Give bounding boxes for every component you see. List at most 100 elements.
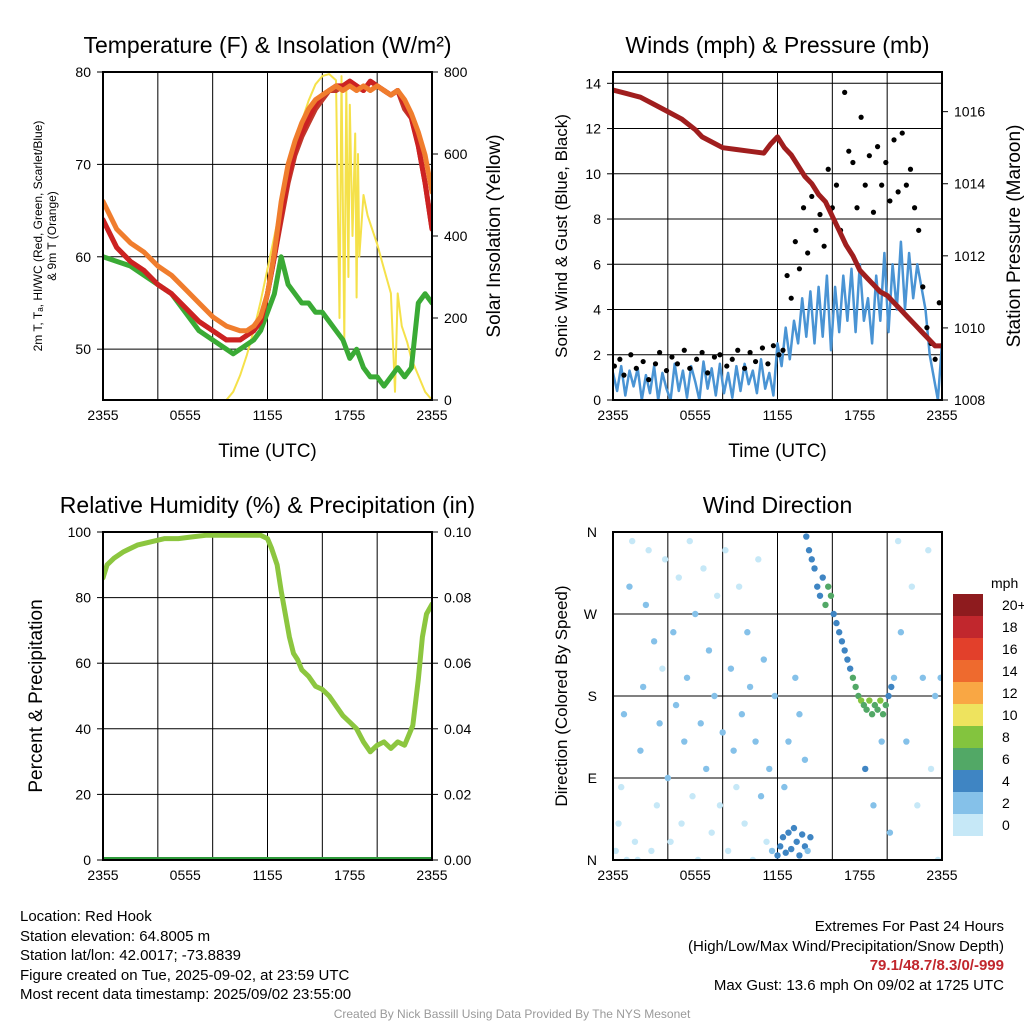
gust-point (784, 272, 790, 279)
plot-frame (102, 531, 433, 861)
direction-point (878, 738, 885, 745)
direction-point (811, 565, 818, 572)
y-tick-label: 14 (585, 75, 601, 91)
y-tick-label: 12 (585, 121, 601, 137)
legend-swatch (953, 726, 983, 748)
temperature-plot: 2355 0555 1155 1755 2355 Temperature (F) & In… (31, 32, 505, 462)
gust-point (674, 361, 681, 367)
legend-label: 8 (1002, 729, 1010, 745)
direction-point (713, 592, 721, 599)
direction-point (752, 738, 759, 745)
latlon-text: Station lat/lon: 42.0017; -73.8839 (20, 947, 242, 964)
y-tick-label: 8 (593, 211, 601, 227)
y2-tick-label: 1008 (954, 392, 985, 408)
gust-point (699, 349, 705, 356)
direction-point (626, 583, 633, 590)
y-axis-label: 2m T, Tₐ, HI/WC (Red, Green, Scarlet/Blu… (31, 121, 45, 352)
y-axis-label: Direction (Colored By Speed) (552, 585, 571, 806)
gust-point (628, 352, 634, 358)
x-tick-label: 2355 (87, 407, 118, 423)
gust-point (652, 361, 659, 367)
y-tick-label: N (587, 852, 597, 868)
direction-point (631, 838, 639, 845)
y2-tick-label: 1010 (954, 320, 985, 336)
y-axis-label: Sonic Wind & Gust (Blue, Black) (552, 114, 571, 358)
plot-frame (102, 71, 433, 401)
direction-point (796, 852, 803, 859)
extremes-info: Extremes For Past 24 Hours (High/Low/Max… (688, 917, 1004, 995)
gust-point (854, 205, 860, 211)
direction-point (670, 629, 677, 636)
direction-point (852, 683, 859, 691)
direction-point (882, 701, 889, 709)
y-tick-label: 20 (75, 786, 91, 802)
series-line (613, 240, 942, 400)
gust-point (788, 295, 794, 301)
direction-point (757, 793, 765, 800)
created-text: Figure created on Tue, 2025-09-02, at 23… (20, 966, 350, 984)
direction-point (681, 738, 688, 745)
gust-point (883, 159, 889, 166)
gust-point (924, 325, 930, 331)
direction-point (801, 756, 809, 763)
temperature-series (103, 73, 432, 400)
direction-point (838, 638, 846, 645)
gust-point (687, 365, 693, 371)
gust-point (850, 159, 856, 166)
gust-point (821, 243, 827, 249)
direction-point (678, 820, 685, 827)
direction-point (782, 849, 789, 856)
gust-point (776, 352, 782, 358)
gust-point (663, 367, 670, 374)
direction-point (620, 711, 628, 718)
direction-points (613, 533, 942, 860)
direction-point (779, 834, 787, 841)
direction-point (727, 665, 735, 672)
legend-label: 18 (1002, 619, 1018, 635)
x-tick-label: 2355 (597, 407, 628, 423)
direction-point (804, 847, 811, 855)
series-line (103, 254, 432, 389)
direction-point (863, 706, 870, 713)
direction-point (835, 629, 843, 636)
y2-tick-label: 1012 (954, 248, 985, 264)
gust-point (895, 189, 901, 195)
gust-point (862, 182, 868, 188)
direction-point (931, 692, 939, 700)
direction-point (846, 665, 854, 672)
direction-point (825, 583, 832, 590)
direction-point (785, 738, 792, 745)
gust-point (752, 358, 759, 365)
direction-point (755, 556, 762, 563)
direction-point (790, 824, 798, 832)
direction-point (656, 720, 663, 727)
gust-point (879, 182, 885, 188)
gust-point (633, 365, 639, 371)
gust-point (770, 343, 776, 349)
y-tick-label: 0 (593, 392, 601, 408)
gust-point (907, 166, 914, 172)
gust-point (646, 377, 652, 383)
gust-point (780, 347, 786, 353)
extremes-values: 79.1/48.7/8.3/0/-999 (869, 957, 1004, 974)
direction-point (877, 697, 884, 704)
y-tick-label: 4 (593, 302, 601, 318)
y2-axis-label: Station Pressure (Maroon) (1004, 125, 1024, 348)
direction-point (908, 583, 916, 590)
direction-point (746, 683, 754, 691)
y2-tick-label: 1016 (954, 104, 985, 120)
direction-point (827, 592, 835, 599)
direction-point (716, 802, 724, 809)
direction-point (914, 802, 921, 809)
gust-point (916, 227, 922, 233)
gust-point (704, 370, 711, 376)
station-info: Location: Red Hook Station elevation: 64… (20, 907, 351, 1005)
y-tick-label: 6 (593, 256, 601, 272)
y2-tick-label: 1014 (954, 176, 985, 192)
y-tick-label: 50 (75, 341, 91, 357)
y-axis-label: Percent & Precipitation (26, 599, 47, 792)
direction-point (798, 831, 806, 838)
legend-label: 6 (1002, 751, 1010, 767)
y2-tick-label: 0.10 (444, 524, 471, 540)
